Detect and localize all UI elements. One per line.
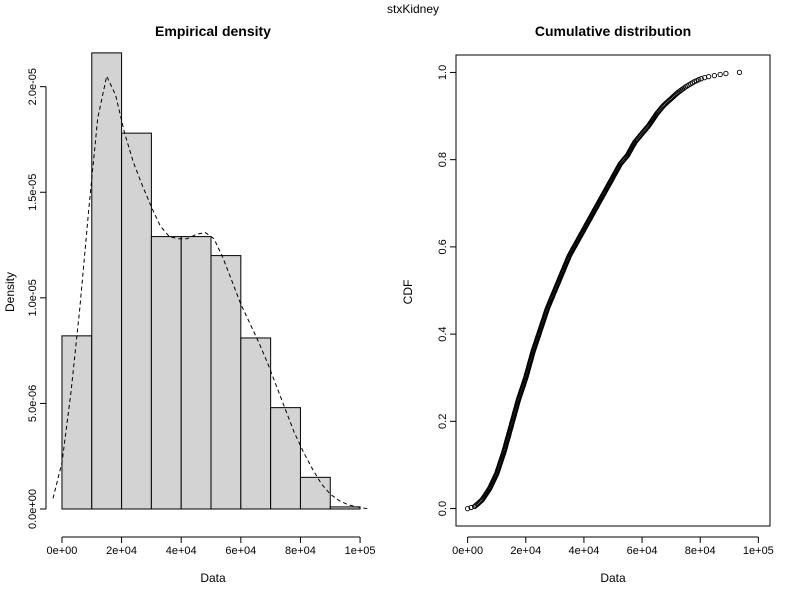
density-y-label: Density xyxy=(3,272,17,312)
x-tick-label: 6e+04 xyxy=(225,545,256,557)
x-tick-label: 6e+04 xyxy=(627,545,658,557)
histogram-bar xyxy=(270,407,301,510)
cdf-y-axis: 0.0 0.2 0.4 0.6 0.8 1.0 xyxy=(437,65,456,516)
x-tick-label: 1e+05 xyxy=(743,545,774,557)
cdf-points xyxy=(464,69,743,512)
cdf-point xyxy=(717,71,723,78)
x-tick-label: 4e+04 xyxy=(166,545,197,557)
histogram-bar xyxy=(299,476,331,510)
x-tick-label: 2e+04 xyxy=(510,545,541,557)
cdf-point xyxy=(723,70,729,77)
y-tick-label: 0.4 xyxy=(437,326,449,341)
y-tick-label: 1.0e-05 xyxy=(27,279,39,316)
x-tick-label: 4e+04 xyxy=(568,545,599,557)
cdf-point xyxy=(464,505,471,512)
y-tick-label: 0.0 xyxy=(437,501,449,516)
histogram-bar xyxy=(150,236,182,510)
density-y-axis: 0.0e+00 5.0e-06 1.0e-05 1.5e-05 2.0e-05 xyxy=(27,68,47,529)
x-tick-label: 0e+00 xyxy=(47,545,78,557)
figure-title: stxKidney xyxy=(387,2,439,16)
histogram-bar xyxy=(210,255,242,510)
x-tick-label: 0e+00 xyxy=(452,545,483,557)
y-tick-label: 0.0e+00 xyxy=(27,489,39,529)
cdf-point xyxy=(468,504,474,511)
y-tick-label: 1.0 xyxy=(437,65,449,80)
cdf-x-axis: 0e+00 2e+04 4e+04 6e+04 8e+04 1e+05 xyxy=(452,536,774,557)
cdf-point xyxy=(705,73,712,80)
x-tick-label: 2e+04 xyxy=(106,545,137,557)
cdf-point xyxy=(698,76,704,82)
histogram-bar xyxy=(61,335,93,510)
x-tick-label: 8e+04 xyxy=(285,545,316,557)
y-tick-label: 5.0e-06 xyxy=(27,385,39,422)
histogram-bar xyxy=(180,236,212,510)
histogram-bar xyxy=(121,132,152,510)
x-tick-label: 8e+04 xyxy=(685,545,716,557)
y-tick-label: 0.8 xyxy=(437,152,449,167)
cdf-title: Cumulative distribution xyxy=(535,23,691,39)
y-tick-label: 2.0e-05 xyxy=(27,68,39,105)
cdf-point xyxy=(736,69,743,76)
density-x-label: Data xyxy=(200,571,226,585)
cdf-panel: Cumulative distribution 0e+00 2e+04 4e+04 6… xyxy=(401,23,774,585)
density-title: Empirical density xyxy=(155,23,271,39)
histogram-bar xyxy=(329,506,361,510)
cdf-plot-frame xyxy=(455,54,771,527)
y-tick-label: 0.2 xyxy=(437,414,449,429)
x-tick-label: 1e+05 xyxy=(345,545,376,557)
cdf-point xyxy=(696,77,702,83)
histogram-bar xyxy=(240,337,272,510)
cdf-point xyxy=(711,72,718,79)
density-x-axis: 0e+00 2e+04 4e+04 6e+04 8e+04 1e+05 xyxy=(47,536,376,557)
cdf-x-label: Data xyxy=(600,571,626,585)
density-panel: Empirical density 0e+00 2e+04 4e+04 6e+04 8e… xyxy=(3,23,376,585)
y-tick-label: 0.6 xyxy=(437,239,449,254)
y-tick-label: 1.5e-05 xyxy=(27,174,39,211)
cdf-y-label: CDF xyxy=(401,280,415,305)
histogram-bars xyxy=(61,52,361,510)
histogram-bar xyxy=(91,52,123,510)
